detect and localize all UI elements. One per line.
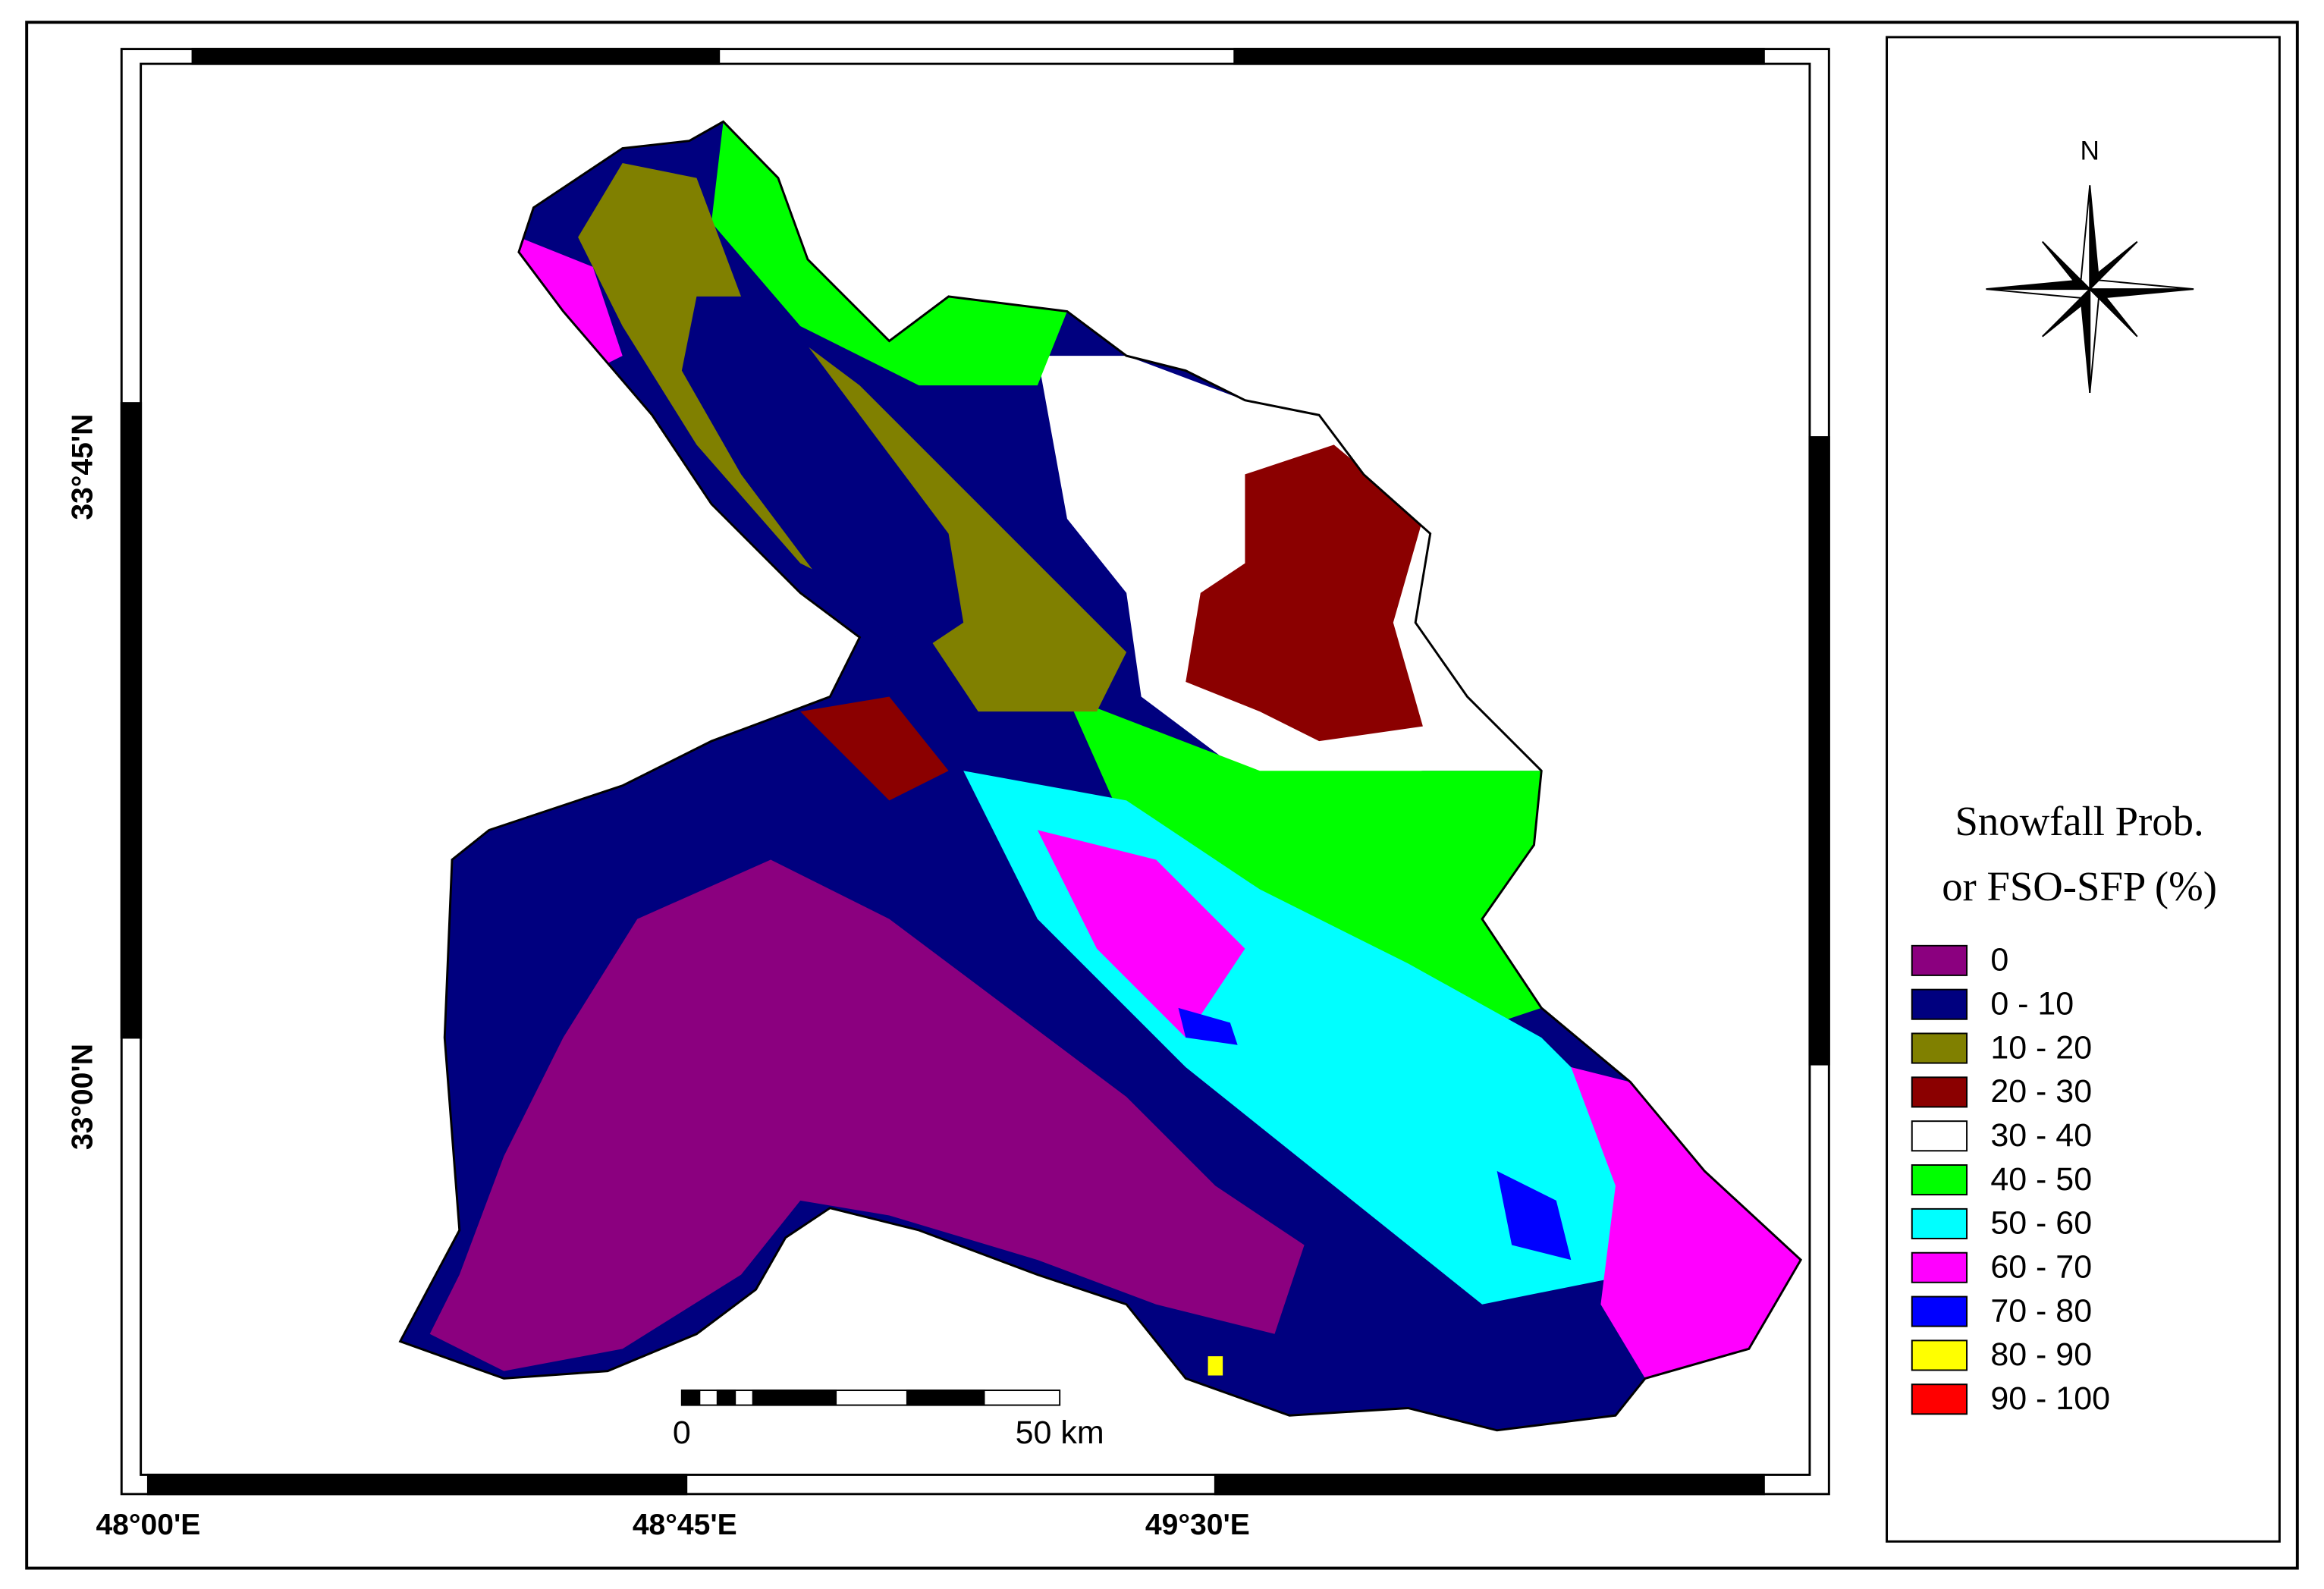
latitude-label: 33°00'N — [67, 1044, 99, 1150]
legend-label: 90 - 100 — [1990, 1380, 2110, 1417]
region — [681, 296, 964, 652]
legend-swatch — [1911, 1295, 1968, 1327]
arrow-point — [2041, 240, 2093, 290]
frame-bar — [1214, 1473, 1765, 1496]
region — [1037, 830, 1245, 1038]
legend-label: 10 - 20 — [1990, 1029, 2092, 1066]
latitude-label: 33°45'N — [67, 414, 99, 520]
basin-outline — [398, 120, 1803, 1432]
legend-title: Snowfall Prob. — [1955, 798, 2203, 844]
legend-swatch — [1911, 1032, 1968, 1064]
longitude-label: 48°00'E — [96, 1509, 200, 1541]
outer-border — [25, 20, 2299, 1570]
legend-swatch — [1911, 1120, 1968, 1152]
scale-segment — [906, 1390, 985, 1406]
scale-segment — [680, 1390, 701, 1406]
frame-bar — [1808, 436, 1830, 1066]
region — [429, 859, 1305, 1371]
region — [711, 121, 1067, 386]
legend-label: 0 - 10 — [1990, 986, 2074, 1022]
longitude-label: 48°45'E — [633, 1509, 737, 1541]
north-arrow — [1986, 185, 2194, 394]
scale-bar-frame — [680, 1390, 1061, 1406]
legend-swatch — [1911, 1207, 1968, 1239]
region — [1571, 1067, 1801, 1379]
region — [1208, 1356, 1223, 1376]
region — [1066, 696, 1542, 1038]
frame-bar — [191, 48, 721, 65]
legend-swatch — [1911, 1251, 1968, 1283]
region — [1178, 1007, 1238, 1045]
scale-label: 50 km — [1016, 1415, 1104, 1451]
legend-label: 20 - 30 — [1990, 1073, 2092, 1110]
scale-segment — [752, 1390, 837, 1406]
legend: 0 0 - 10 10 - 20 20 - 30 30 - 40 40 - 50 50 - … — [1911, 942, 2110, 1417]
legend-swatch — [1911, 944, 1968, 976]
arrow-point — [2087, 287, 2138, 338]
frame-bar — [120, 402, 143, 1039]
scale-segment — [716, 1390, 736, 1406]
legend-label: 40 - 50 — [1990, 1161, 2092, 1198]
arrow-point — [2088, 240, 2138, 292]
legend-label: 50 - 60 — [1990, 1205, 2092, 1242]
legend-swatch — [1911, 1076, 1968, 1108]
legend-swatch — [1911, 988, 1968, 1020]
legend-label: 60 - 70 — [1990, 1249, 2092, 1286]
region — [1496, 1170, 1572, 1261]
region — [800, 696, 949, 801]
arrow-point — [2042, 286, 2092, 338]
legend-label: 80 - 90 — [1990, 1336, 2092, 1373]
neatline — [120, 48, 1830, 1496]
scale-label: 0 — [673, 1415, 691, 1451]
legend-label: 30 - 40 — [1990, 1117, 2092, 1154]
scale-bar — [680, 1390, 1061, 1406]
frame-bar — [1233, 48, 1765, 65]
legend-swatch — [1911, 1383, 1968, 1415]
frame-bar — [146, 1473, 688, 1496]
legend-swatch — [1911, 1164, 1968, 1196]
legend-panel — [1886, 36, 2281, 1543]
north-label: N — [2081, 137, 2099, 166]
legend-label: 70 - 80 — [1990, 1292, 2092, 1329]
legend-label: 0 — [1990, 942, 2008, 978]
legend-swatch — [1911, 1339, 1968, 1371]
longitude-label: 49°30'E — [1145, 1509, 1250, 1541]
legend-title: or FSO-SFP (%) — [1942, 863, 2217, 909]
